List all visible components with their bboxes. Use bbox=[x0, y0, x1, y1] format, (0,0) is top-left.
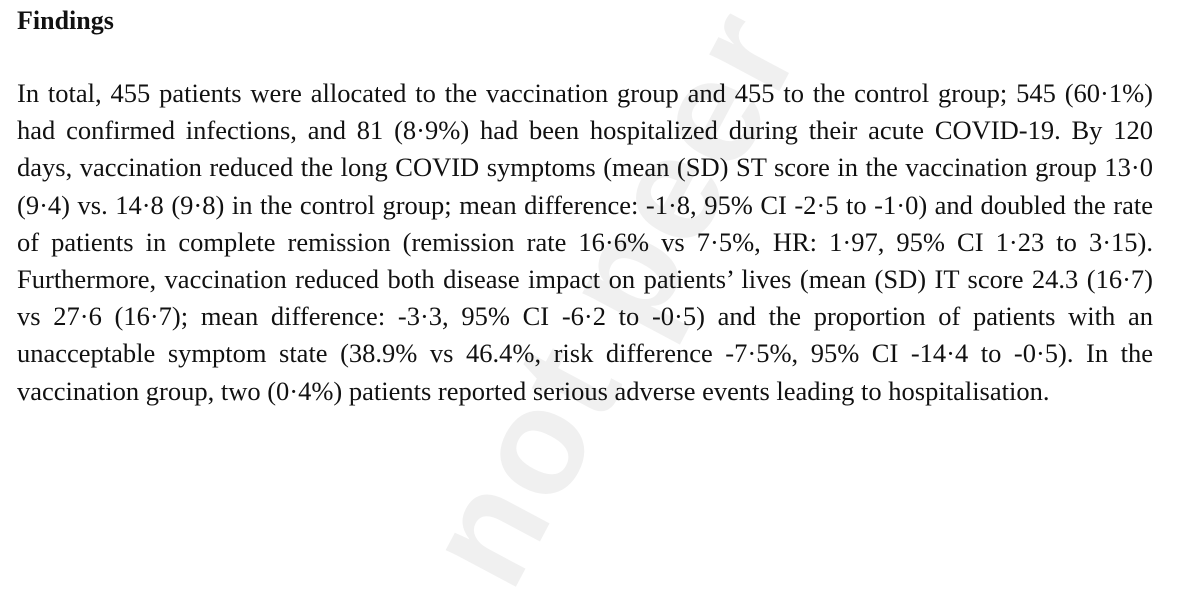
findings-paragraph: In total, 455 patients were allocated to… bbox=[17, 78, 1153, 406]
section-heading: Findings bbox=[17, 6, 114, 35]
